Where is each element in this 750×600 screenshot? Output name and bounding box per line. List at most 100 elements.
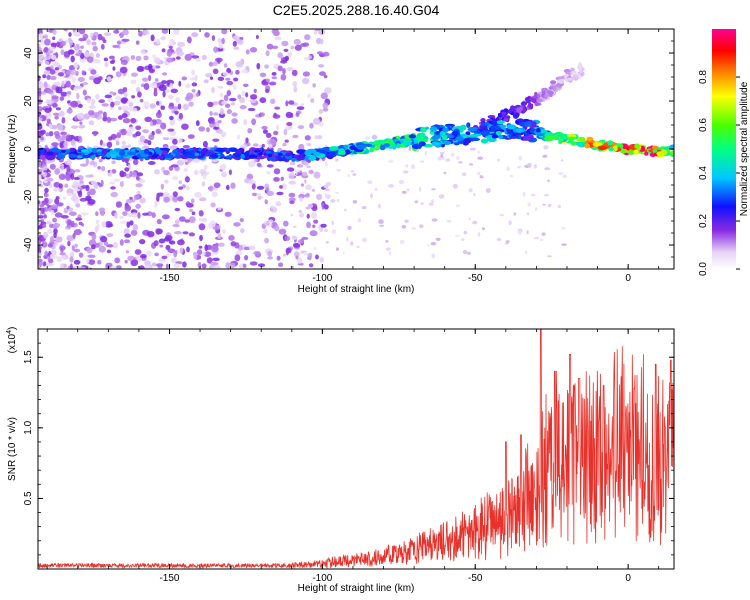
spectrogram-noise-cell (106, 141, 113, 149)
spectrogram-noise-cell (174, 110, 179, 115)
spectrogram-noise-cell (452, 183, 458, 189)
spectrogram-noise-cell (259, 97, 267, 104)
spectrogram-branch-cell (578, 64, 583, 71)
spectrogram-noise-cell (78, 135, 82, 141)
spectrogram-noise-cell (278, 262, 284, 268)
spectrogram-noise-cell (419, 160, 425, 163)
spectrogram-band-cell (396, 143, 401, 149)
spectrogram-noise-cell (56, 256, 63, 263)
spectrogram-noise-cell (102, 142, 106, 147)
spectrogram-noise-cell (38, 106, 43, 112)
spectrogram-noise-cell (231, 112, 238, 117)
spectrogram-noise-cell (352, 173, 357, 176)
colorbar-tick-label: 0.4 (698, 166, 709, 180)
spectrogram-noise-cell (151, 130, 155, 136)
spectrogram-band-cell (453, 142, 460, 146)
spectrogram-noise-cell (54, 115, 59, 120)
spectrogram-noise-cell (38, 98, 43, 105)
spectrogram-noise-cell (558, 172, 564, 176)
spectrogram-noise-cell (303, 252, 308, 256)
spectrogram-noise-cell (114, 257, 121, 264)
spectrogram-noise-cell (250, 178, 254, 186)
spectrogram-band-cell (383, 143, 391, 148)
spectrogram-noise-cell (209, 111, 213, 116)
spectrogram-noise-cell (221, 171, 228, 178)
spectrogram-noise-cell (385, 240, 389, 243)
spectrogram-noise-cell (41, 241, 48, 248)
spectrogram-noise-cell (310, 98, 315, 103)
spectrogram-noise-cell (323, 74, 328, 79)
spectrogram-noise-cell (182, 231, 189, 235)
spectrogram-band-cell (451, 131, 459, 136)
spectrogram-noise-cell (265, 50, 270, 57)
spectrogram-noise-cell (560, 159, 564, 162)
spectrogram-noise-cell (161, 80, 168, 85)
spectrogram-noise-cell (522, 192, 526, 197)
spectrogram-branch-cell (552, 85, 557, 92)
spectrogram-noise-cell (104, 221, 113, 228)
spectrogram-noise-cell (48, 131, 54, 137)
spectrogram-band-cell (441, 134, 448, 141)
spectrogram-noise-cell (171, 176, 179, 181)
spectrogram-branch-cell (567, 77, 573, 81)
spectrogram-band-cell (633, 149, 639, 155)
spectrogram-noise-cell (270, 98, 276, 105)
spectrogram-band-cell (644, 151, 649, 156)
spectrogram-noise-cell (316, 193, 323, 200)
spectrogram-noise-cell (93, 132, 97, 137)
spectrogram-noise-cell (162, 214, 170, 220)
spectrogram-noise-cell (303, 57, 309, 61)
spectrogram-noise-cell (496, 237, 502, 242)
spectrogram-noise-cell (312, 224, 316, 228)
spectrogram-noise-cell (184, 178, 190, 182)
snr-panel: -150 -100 -50 0 0.5 1.0 1.5 Height of straigh… (6, 327, 675, 594)
spectrogram-noise-cell (322, 102, 329, 109)
spectrogram-noise-cell (505, 240, 510, 243)
spectrogram-noise-cell (548, 203, 551, 208)
spectrogram-branch-cell (507, 109, 512, 114)
spectrogram-band-cell (164, 154, 174, 159)
spectrogram-noise-cell (212, 112, 219, 116)
spectrogram-noise-cell (286, 122, 293, 126)
spectrogram-noise-cell (128, 106, 133, 112)
spectrogram-noise-cell (129, 220, 134, 226)
spectrogram-noise-cell (165, 253, 172, 258)
spectrogram-noise-cell (239, 218, 244, 223)
spectrogram-noise-cell (288, 192, 296, 198)
spectrogram-noise-cell (164, 235, 173, 241)
spectrogram-noise-cell (184, 53, 192, 61)
spectrogram-noise-cell (420, 202, 424, 205)
spectrogram-noise-cell (198, 210, 204, 217)
spectrogram-noise-cell (318, 109, 324, 114)
spectrogram-noise-cell (190, 77, 197, 81)
spectrogram-noise-cell (119, 171, 127, 177)
spectrogram-noise-cell (300, 43, 308, 47)
spectrogram-branch-cell (547, 90, 554, 96)
spectrogram-noise-cell (139, 135, 146, 143)
spectrogram-noise-cell (154, 78, 159, 82)
spectrogram-band-cell (445, 123, 455, 127)
spectrogram-noise-cell (309, 230, 318, 237)
spectrogram-noise-cell (245, 92, 249, 98)
spectrogram-noise-cell (106, 233, 114, 238)
spectrogram-noise-cell (109, 60, 115, 64)
spectrogram-noise-cell (143, 30, 150, 35)
spectrogram-noise-cell (38, 83, 45, 90)
spectrogram-noise-cell (97, 33, 103, 41)
spectrogram-noise-cell (282, 68, 286, 75)
snr-y-axis: 0.5 1.0 1.5 (23, 342, 674, 556)
spectrogram-noise-cell (42, 223, 47, 228)
spectrogram-noise-cell (212, 257, 220, 262)
spectrogram-noise-cell (352, 200, 358, 204)
spectrogram-noise-cell (284, 55, 289, 61)
spectrogram-band-cell (209, 154, 219, 159)
spectrogram-noise-cell (255, 35, 259, 39)
spectrogram-noise-cell (477, 232, 481, 237)
spectrogram-noise-cell (135, 55, 142, 62)
spectrogram-noise-cell (298, 143, 305, 151)
spectrogram-noise-cell (290, 45, 295, 50)
spectrogram-noise-cell (176, 50, 185, 57)
spectrogram-noise-cell (156, 192, 161, 199)
spectrogram-noise-cell (119, 66, 128, 74)
spectrogram-branch-cell (535, 98, 543, 103)
